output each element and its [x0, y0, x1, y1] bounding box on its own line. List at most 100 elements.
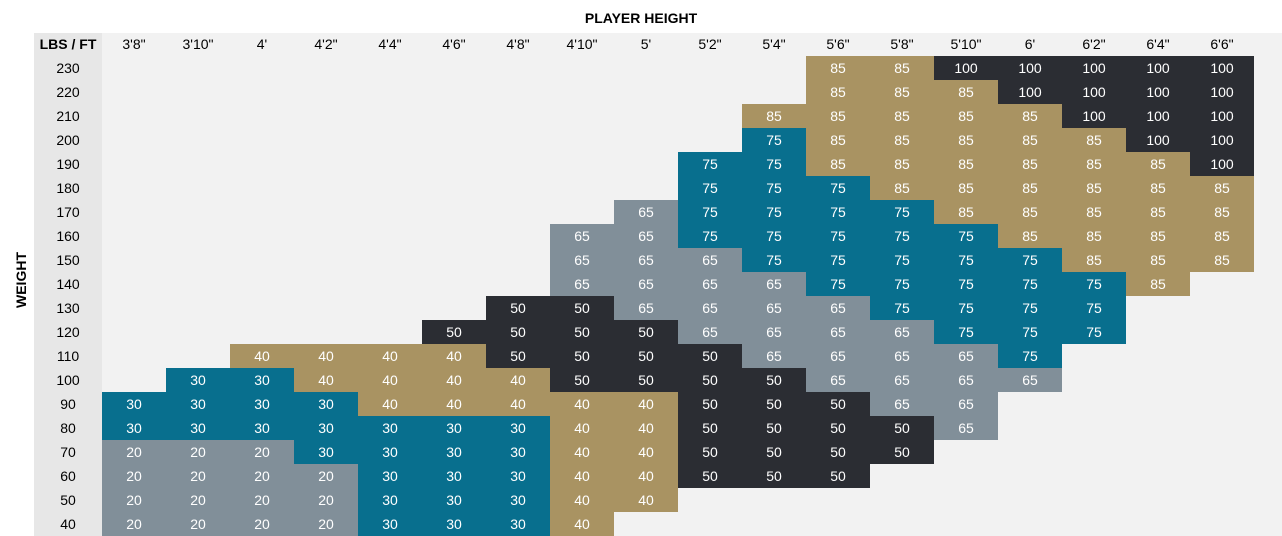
size-cell: 100 [1126, 80, 1190, 104]
size-cell: 85 [806, 152, 870, 176]
size-cell: 75 [1062, 320, 1126, 344]
size-cell: 40 [422, 392, 486, 416]
size-cell: 75 [1062, 296, 1126, 320]
size-cell: 30 [294, 440, 358, 464]
size-cell: 85 [1190, 176, 1254, 200]
size-cell: 85 [806, 56, 870, 80]
height-header: 5'6" [806, 33, 870, 56]
size-cell: 85 [870, 128, 934, 152]
size-cell: 75 [998, 272, 1062, 296]
size-cell: 65 [870, 368, 934, 392]
size-cell: 85 [1190, 248, 1254, 272]
size-cell: 50 [806, 440, 870, 464]
size-cell: 85 [1126, 200, 1190, 224]
size-cell: 85 [1062, 152, 1126, 176]
size-cell: 50 [806, 416, 870, 440]
size-cell: 75 [870, 224, 934, 248]
size-cell: 100 [1126, 104, 1190, 128]
size-cell: 65 [806, 296, 870, 320]
weight-label: 140 [34, 272, 102, 296]
size-cell: 30 [422, 512, 486, 536]
weight-label: 150 [34, 248, 102, 272]
size-cell: 50 [870, 416, 934, 440]
size-cell: 65 [614, 272, 678, 296]
size-cell: 40 [614, 440, 678, 464]
size-cell: 20 [166, 464, 230, 488]
size-cell: 20 [102, 440, 166, 464]
size-cell: 85 [1126, 176, 1190, 200]
size-cell: 30 [102, 416, 166, 440]
size-cell: 85 [1190, 224, 1254, 248]
size-cell: 30 [294, 392, 358, 416]
height-header: 4'10" [550, 33, 614, 56]
size-cell: 65 [550, 272, 614, 296]
size-cell: 50 [806, 464, 870, 488]
size-cell: 65 [742, 344, 806, 368]
size-cell: 100 [1190, 128, 1254, 152]
size-cell: 30 [230, 392, 294, 416]
size-cell: 40 [230, 344, 294, 368]
size-cell: 50 [486, 320, 550, 344]
size-cell: 20 [230, 440, 294, 464]
size-cell: 85 [1190, 200, 1254, 224]
size-cell: 100 [1190, 152, 1254, 176]
height-header: 3'10" [166, 33, 230, 56]
height-header: 4'4" [358, 33, 422, 56]
size-cell: 40 [358, 392, 422, 416]
size-cell: 30 [358, 512, 422, 536]
size-cell: 40 [614, 416, 678, 440]
size-cell: 40 [486, 368, 550, 392]
weight-label: 100 [34, 368, 102, 392]
size-cell: 30 [486, 512, 550, 536]
size-cell: 65 [870, 320, 934, 344]
size-cell: 75 [998, 296, 1062, 320]
size-cell: 85 [870, 80, 934, 104]
size-cell: 50 [422, 320, 486, 344]
size-cell: 40 [422, 368, 486, 392]
size-cell: 50 [678, 416, 742, 440]
height-header: 6'2" [1062, 33, 1126, 56]
size-cell: 85 [934, 200, 998, 224]
size-cell: 85 [870, 176, 934, 200]
size-cell: 30 [486, 416, 550, 440]
size-cell: 50 [678, 368, 742, 392]
size-cell: 85 [870, 152, 934, 176]
size-cell: 75 [742, 176, 806, 200]
size-cell: 85 [934, 152, 998, 176]
size-cell: 75 [934, 224, 998, 248]
size-cell: 50 [742, 392, 806, 416]
size-cell: 65 [550, 248, 614, 272]
size-cell: 65 [742, 296, 806, 320]
size-cell: 65 [870, 344, 934, 368]
size-cell: 75 [934, 296, 998, 320]
size-cell: 85 [1126, 272, 1190, 296]
height-header: 3'8" [102, 33, 166, 56]
size-cell: 85 [1062, 200, 1126, 224]
size-cell: 75 [1062, 272, 1126, 296]
size-cell: 65 [678, 320, 742, 344]
size-cell: 85 [1062, 176, 1126, 200]
size-cell: 50 [678, 440, 742, 464]
size-cell: 40 [358, 344, 422, 368]
size-cell: 75 [678, 152, 742, 176]
weight-label: 50 [34, 488, 102, 512]
size-cell: 50 [486, 296, 550, 320]
weight-label: 60 [34, 464, 102, 488]
size-cell: 75 [742, 200, 806, 224]
size-cell: 30 [422, 488, 486, 512]
size-cell: 75 [678, 176, 742, 200]
size-cell: 65 [678, 272, 742, 296]
size-cell: 75 [934, 248, 998, 272]
height-header: 5'4" [742, 33, 806, 56]
size-cell: 20 [102, 512, 166, 536]
size-cell: 30 [486, 488, 550, 512]
size-cell: 100 [998, 56, 1062, 80]
size-cell: 85 [806, 128, 870, 152]
size-cell: 75 [870, 296, 934, 320]
size-cell: 75 [806, 248, 870, 272]
size-cell: 100 [1190, 56, 1254, 80]
size-cell: 85 [934, 128, 998, 152]
size-cell: 85 [934, 104, 998, 128]
size-cell: 50 [742, 368, 806, 392]
